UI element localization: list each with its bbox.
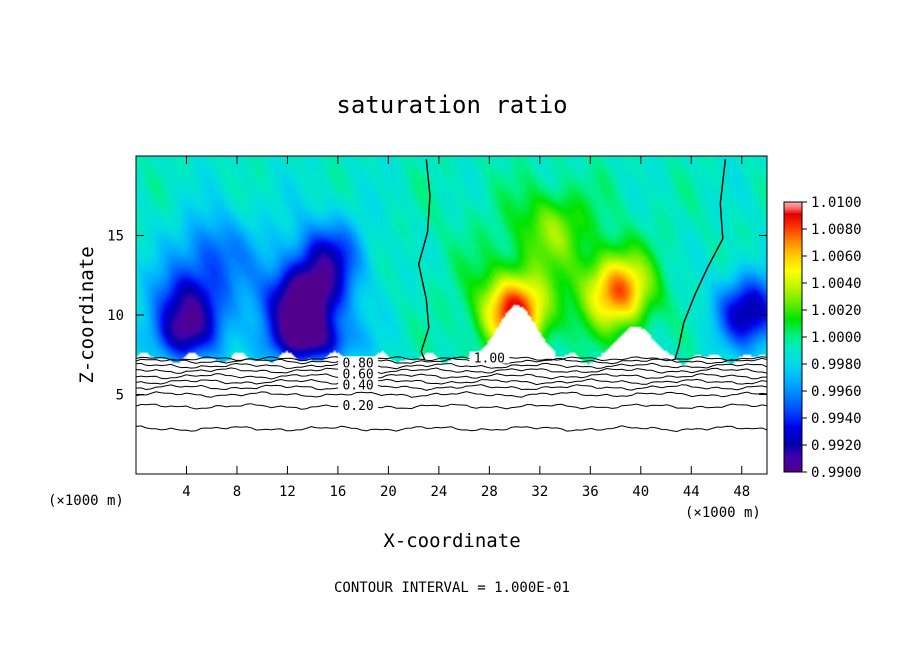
colorbar-tick-label: 0.9980	[811, 357, 862, 373]
contour-label: 0.20	[342, 399, 373, 414]
x-tick-label: 32	[531, 484, 548, 500]
x-tick-label: 28	[481, 484, 498, 500]
contour-line-1.00	[674, 159, 727, 360]
x-unit-note-left: (×1000 m)	[48, 493, 124, 509]
x-tick-label: 12	[279, 484, 296, 500]
colorbar-tick-label: 1.0040	[811, 276, 862, 292]
colorbar-tick-label: 1.0080	[811, 222, 862, 238]
contour-line-0.3	[136, 391, 767, 398]
x-tick-label: 16	[329, 484, 346, 500]
x-axis-ticks: 4 8 12 16 20 24 28 32 36 40 44 48	[182, 156, 750, 500]
y-axis-ticks: 5 10 15	[107, 229, 767, 404]
contour-line-0.1	[136, 425, 767, 433]
contour-line-0.5	[136, 378, 767, 386]
contour-line-1.00	[417, 159, 431, 361]
colorbar: 1.0100 1.0080 1.0060 1.0040 1.0020 1.0000 0.99…	[783, 195, 862, 481]
contour-lines	[136, 159, 767, 433]
contour-label: 0.40	[342, 379, 373, 394]
contour-line-1.00-base	[136, 356, 767, 362]
contour-label: 1.00	[474, 352, 505, 367]
x-tick-label: 48	[733, 484, 750, 500]
contour-labels: 1.000.800.600.400.20	[338, 351, 510, 414]
plot-area: 1.000.800.600.400.20 4 8 12 16 20 24 28 32 36 40 4…	[107, 155, 768, 500]
y-tick-label: 5	[116, 388, 124, 404]
x-tick-label: 24	[430, 484, 447, 500]
chart-title: saturation ratio	[336, 91, 567, 119]
contour-line-0.2	[136, 403, 767, 410]
contour-interval-note: CONTOUR INTERVAL = 1.000E-01	[334, 580, 570, 596]
y-tick-label: 10	[107, 308, 124, 324]
colorbar-tick-label: 1.0020	[811, 303, 862, 319]
colorbar-frame	[783, 201, 803, 473]
x-tick-label: 4	[182, 484, 190, 500]
contour-label-bg	[338, 356, 379, 369]
x-tick-label: 20	[380, 484, 397, 500]
contour-label-bg	[338, 399, 379, 412]
x-unit-note-right: (×1000 m)	[685, 505, 761, 521]
contour-label-bg	[338, 367, 379, 380]
colorbar-tick-label: 0.9920	[811, 438, 862, 454]
colorbar-tick-label: 1.0060	[811, 249, 862, 265]
colorbar-tick-label: 0.9900	[811, 465, 862, 481]
contour-label-bg	[469, 351, 510, 364]
x-tick-label: 40	[632, 484, 649, 500]
x-tick-label: 36	[582, 484, 599, 500]
colorbar-tick-label: 0.9940	[811, 411, 862, 427]
x-axis-label: X-coordinate	[383, 530, 520, 552]
contour-line-0.6	[136, 373, 767, 380]
contour-line-0.7	[136, 367, 767, 375]
contour-line-0.4	[136, 384, 767, 391]
colorbar-tick-label: 0.9960	[811, 384, 862, 400]
contour-label-bg	[338, 378, 379, 391]
y-axis-label: Z-coordinate	[76, 246, 98, 383]
x-tick-label: 44	[683, 484, 700, 500]
saturation-field-heatmap	[136, 156, 767, 474]
y-tick-label: 15	[107, 229, 124, 245]
colorbar-tick-label: 1.0100	[811, 195, 862, 211]
x-tick-label: 8	[233, 484, 241, 500]
colorbar-ticks: 1.0100 1.0080 1.0060 1.0040 1.0020 1.0000 0.99…	[802, 195, 862, 481]
contour-line-0.8	[136, 362, 767, 370]
colorbar-gradient	[784, 202, 802, 472]
colorbar-tick-label: 1.0000	[811, 330, 862, 346]
